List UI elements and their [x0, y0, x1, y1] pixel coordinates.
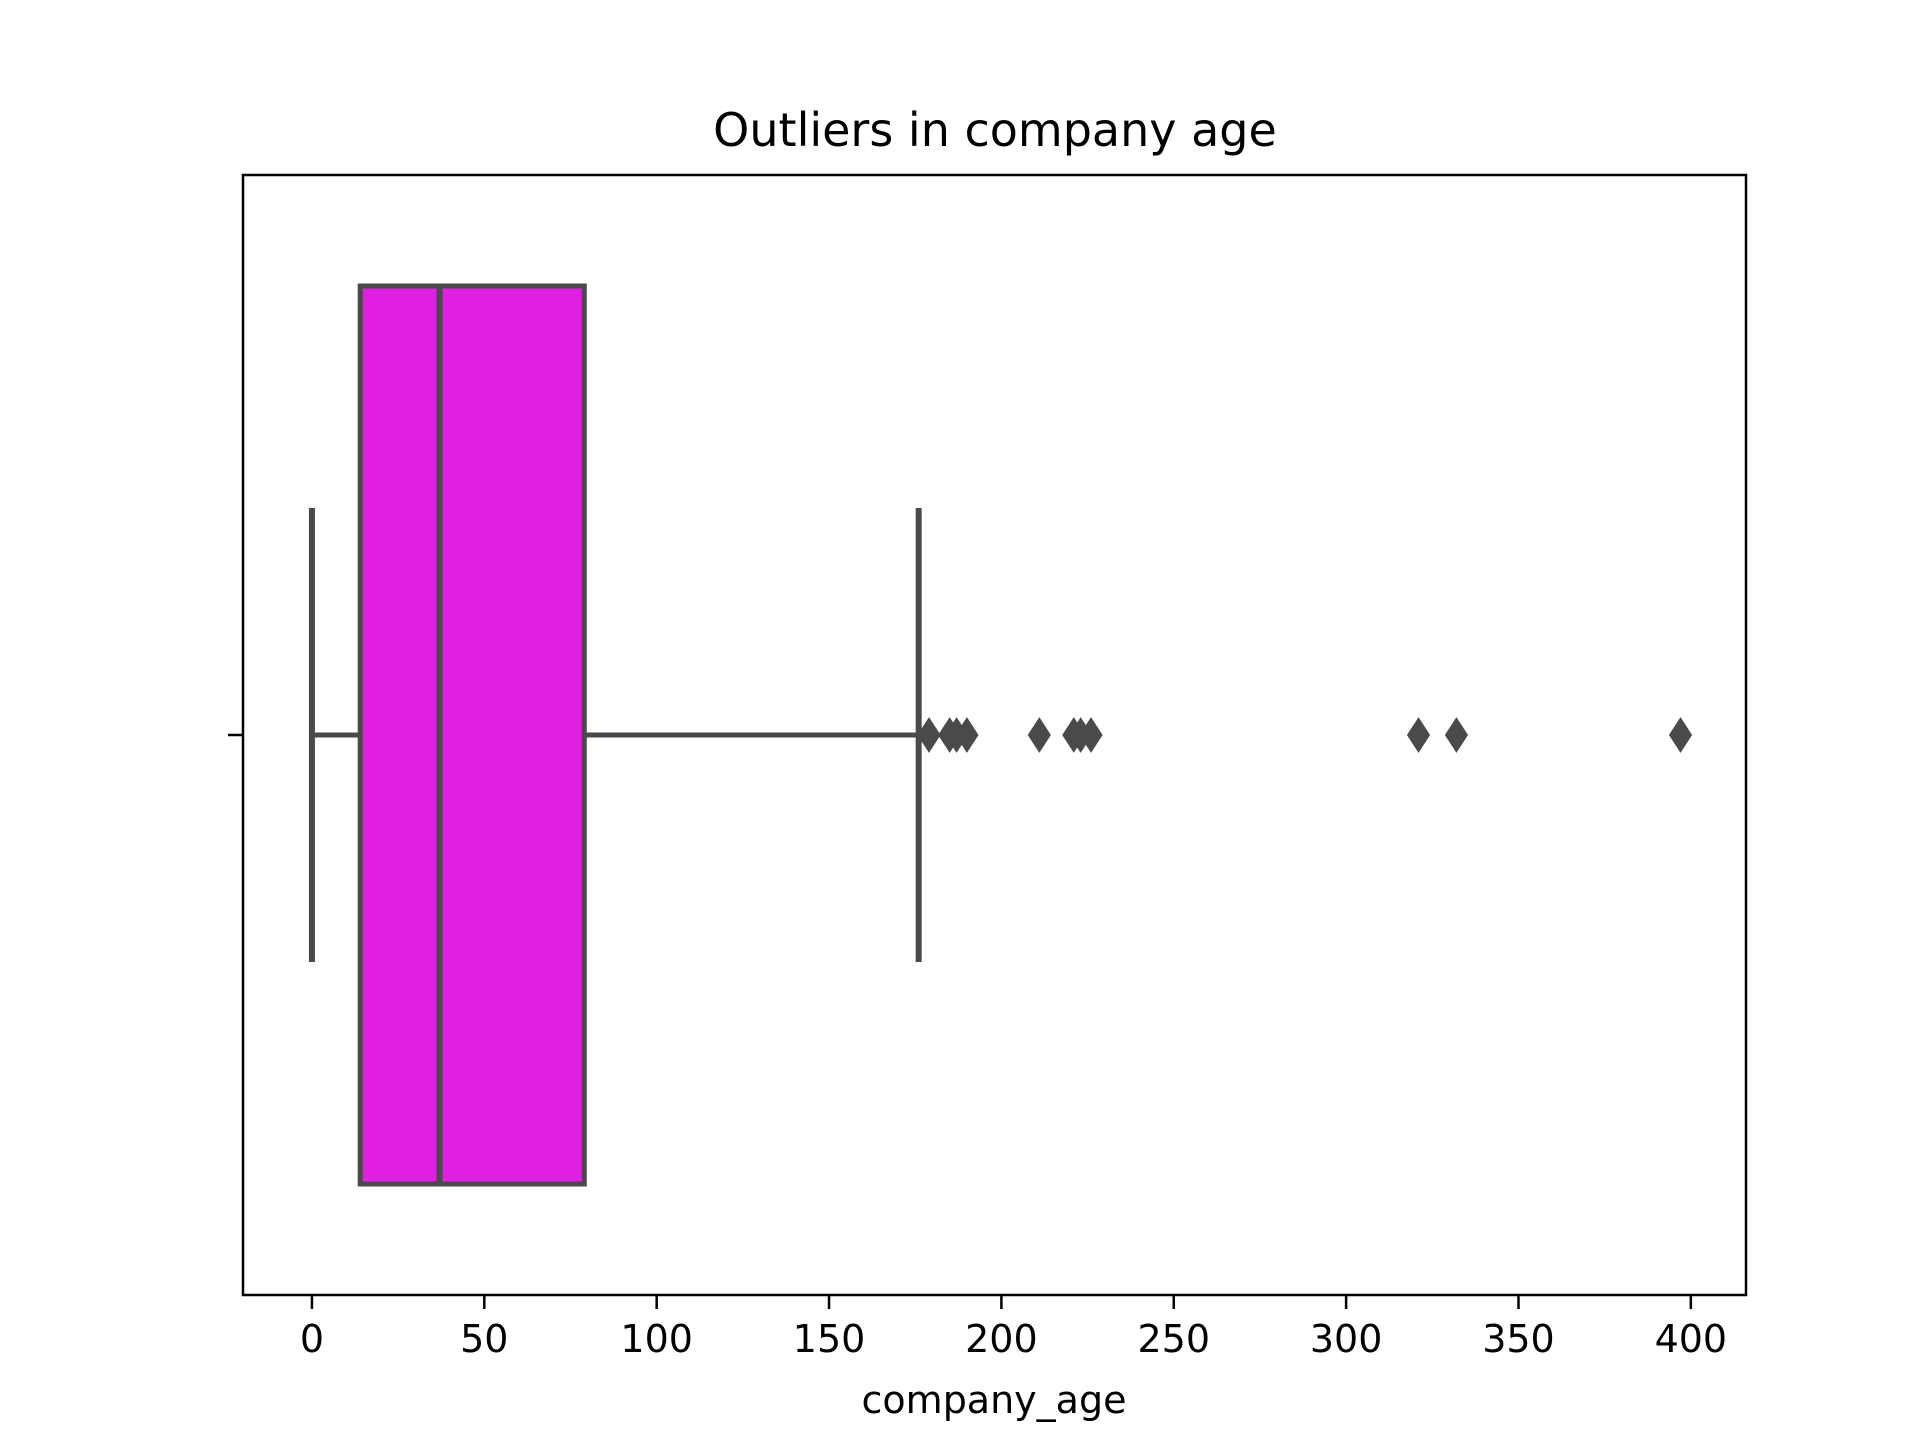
chart-title: Outliers in company age	[713, 103, 1277, 157]
outlier-point	[1027, 717, 1051, 753]
x-tick-label: 50	[460, 1317, 508, 1361]
outlier-point	[917, 717, 941, 753]
x-tick-label: 150	[793, 1317, 866, 1361]
outlier-point	[1079, 717, 1103, 753]
x-tick-label: 250	[1137, 1317, 1210, 1361]
outlier-point	[1668, 717, 1693, 753]
x-tick-label: 100	[620, 1317, 693, 1361]
x-tick-label: 400	[1655, 1317, 1728, 1361]
x-tick-label: 0	[300, 1317, 324, 1361]
x-tick-label: 300	[1310, 1317, 1383, 1361]
outliers-group	[917, 717, 1693, 753]
iqr-box	[357, 283, 587, 1187]
x-tick-label: 350	[1482, 1317, 1555, 1361]
x-tick-label: 200	[965, 1317, 1038, 1361]
x-axis-ticks: 0 50 100 150 200 250 300 350 400	[300, 1295, 1727, 1361]
x-axis-label: company_age	[862, 1378, 1127, 1422]
outlier-point	[1406, 717, 1431, 753]
outlier-point	[955, 717, 979, 753]
box-group	[308, 283, 922, 1187]
outlier-point	[1444, 717, 1469, 753]
